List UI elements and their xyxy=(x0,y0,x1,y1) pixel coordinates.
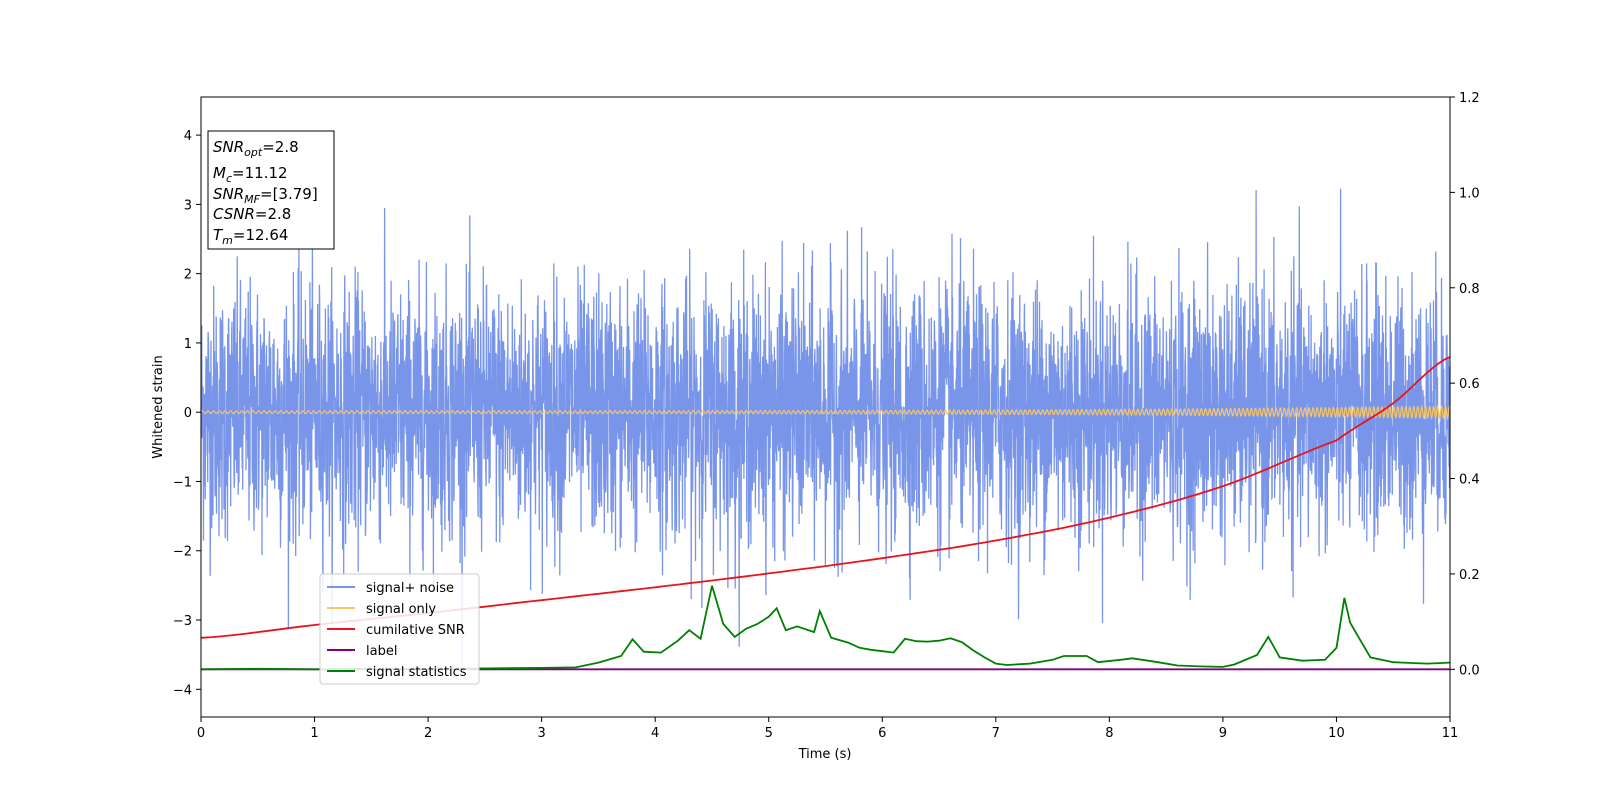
y-tick-label: −4 xyxy=(173,683,192,698)
y-axis-right-ticks: 0.0 0.2 0.4 0.6 0.8 1.0 1.2 xyxy=(1450,91,1480,678)
series-signal-noise-line xyxy=(201,188,1450,663)
x-tick-label: 7 xyxy=(992,726,1000,741)
y-tick-label: 4 xyxy=(184,129,192,144)
legend: signal+ noise signal only cumilative SNR… xyxy=(319,573,480,685)
x-tick-label: 10 xyxy=(1328,726,1345,741)
y-right-tick-label: 0.8 xyxy=(1459,282,1480,297)
y-right-tick-label: 0.0 xyxy=(1459,663,1480,678)
legend-label-signal-statistics: signal statistics xyxy=(366,665,467,680)
y-tick-label: 2 xyxy=(184,268,192,283)
y-axis-title: Whitened strain xyxy=(151,355,166,458)
y-right-tick-label: 0.2 xyxy=(1459,568,1480,583)
y-tick-label: −3 xyxy=(173,614,192,629)
plot-frame xyxy=(200,96,1451,718)
y-tick-label: 3 xyxy=(184,198,192,213)
x-tick-label: 8 xyxy=(1105,726,1113,741)
info-csnr: CSNR=2.8 xyxy=(213,205,291,223)
x-tick-label: 6 xyxy=(878,726,886,741)
x-tick-label: 0 xyxy=(197,726,205,741)
y-axis-ticks: −4 −3 −2 −1 0 1 2 3 4 xyxy=(173,129,201,698)
x-axis-ticks: 0 1 2 3 4 5 6 7 8 9 10 11 xyxy=(197,717,1458,741)
info-snr-mf: SNRMF=[3.79] xyxy=(213,185,318,206)
info-tm: Tm=12.64 xyxy=(213,226,288,247)
x-tick-label: 1 xyxy=(310,726,318,741)
y-right-tick-label: 1.0 xyxy=(1459,186,1480,201)
y-right-tick-label: 1.2 xyxy=(1459,91,1480,106)
legend-label-cumulative-snr: cumilative SNR xyxy=(366,623,465,638)
x-tick-label: 3 xyxy=(537,726,545,741)
info-box: SNRopt=2.8 Mc=11.12 SNRMF=[3.79] CSNR=2.… xyxy=(207,130,335,250)
series-signal-only-line xyxy=(201,403,1450,421)
x-tick-label: 11 xyxy=(1442,726,1459,741)
info-snr-opt: SNRopt=2.8 xyxy=(213,138,299,159)
x-tick-label: 9 xyxy=(1219,726,1227,741)
y-tick-label: 0 xyxy=(184,406,192,421)
y-right-tick-label: 0.4 xyxy=(1459,473,1480,488)
x-axis-title: Time (s) xyxy=(798,747,852,762)
x-tick-label: 4 xyxy=(651,726,659,741)
legend-label-signal-noise: signal+ noise xyxy=(366,581,454,596)
series-signal-statistics-line xyxy=(201,585,1450,671)
x-tick-label: 2 xyxy=(424,726,432,741)
legend-frame xyxy=(319,573,480,685)
x-tick-label: 5 xyxy=(765,726,773,741)
y-right-tick-label: 0.6 xyxy=(1459,377,1480,392)
legend-label-label: label xyxy=(366,644,397,659)
y-tick-label: −1 xyxy=(173,475,192,490)
y-tick-label: 1 xyxy=(184,337,192,352)
info-box-frame xyxy=(207,130,335,250)
y-tick-label: −2 xyxy=(173,545,192,560)
info-mc: Mc=11.12 xyxy=(213,164,288,185)
legend-label-signal-only: signal only xyxy=(366,602,436,617)
